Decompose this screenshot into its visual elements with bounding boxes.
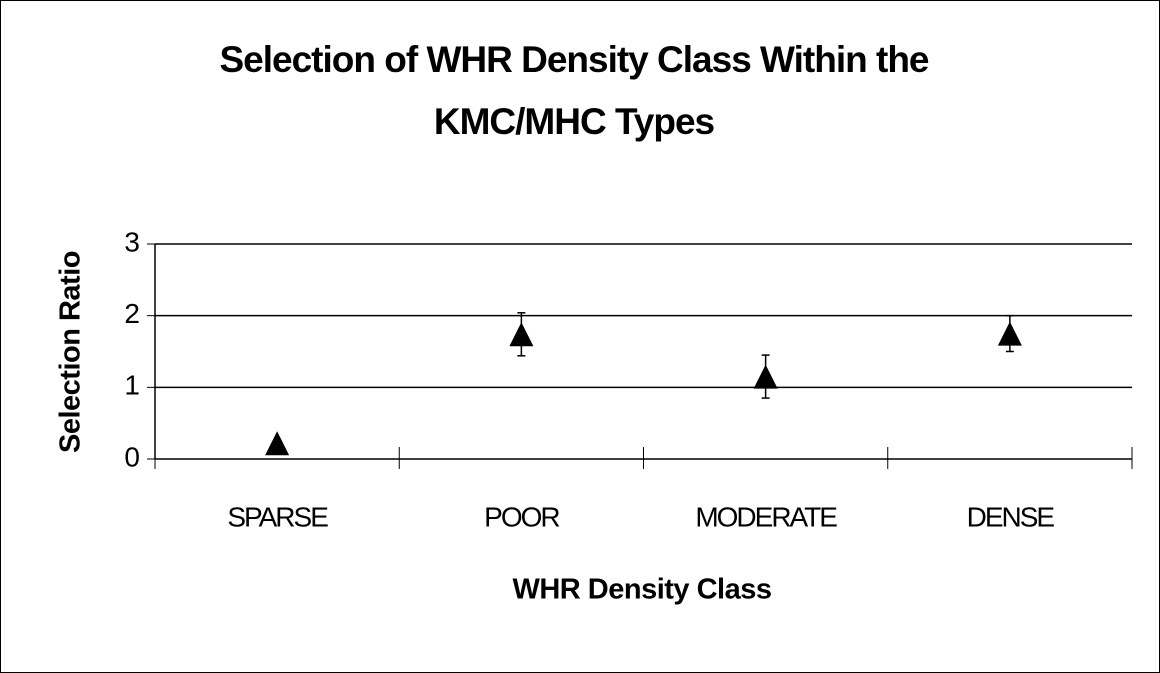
marker <box>265 431 290 456</box>
x-axis-label: WHR Density Class <box>512 574 771 606</box>
x-tick-label: POOR <box>484 501 559 532</box>
y-tick-label: 0 <box>124 441 140 472</box>
y-axis-label: Selection Ratio <box>55 251 87 453</box>
x-tick-label: SPARSE <box>227 501 328 532</box>
x-tick-label: MODERATE <box>695 501 837 532</box>
x-tick-label: DENSE <box>967 501 1055 532</box>
marker <box>509 322 534 347</box>
y-tick-label: 2 <box>124 298 140 329</box>
y-tick-label: 1 <box>124 370 140 401</box>
chart-title: KMC/MHC Types <box>434 101 715 142</box>
chart-title: Selection of WHR Density Class Within th… <box>219 39 928 80</box>
y-tick-label: 3 <box>124 226 140 257</box>
marker <box>753 364 778 389</box>
marker <box>997 321 1022 346</box>
